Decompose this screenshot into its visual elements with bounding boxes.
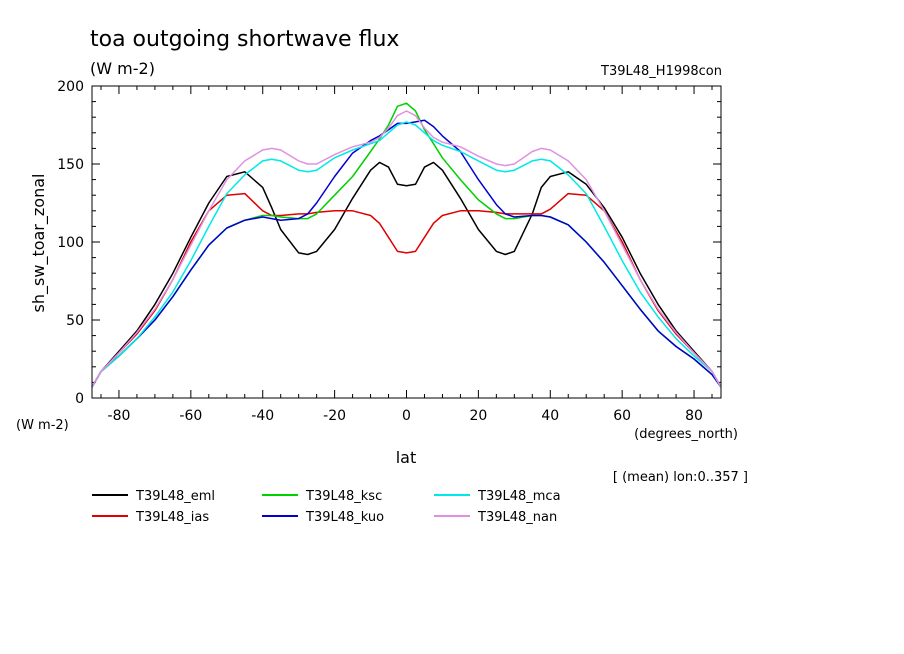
series-line-T39L48_mca <box>91 121 722 388</box>
x-tick-label: 40 <box>541 408 559 424</box>
series-line-T39L48_ias <box>91 192 722 388</box>
x-tick-label: 80 <box>685 408 703 424</box>
x-tick-label: -20 <box>323 408 346 424</box>
legend-label-T39L48_mca: T39L48_mca <box>477 489 561 504</box>
x-tick-label: 0 <box>402 408 411 424</box>
y-axis-label: sh_sw_toar_zonal <box>29 174 49 313</box>
mean-note: [ (mean) lon:0..357 ] <box>613 470 748 485</box>
x-axis-units: (degrees_north) <box>634 427 738 442</box>
series-line-T39L48_eml <box>91 161 722 388</box>
legend-label-T39L48_eml: T39L48_eml <box>135 489 215 504</box>
y-axis-units: (W m-2) <box>16 418 69 433</box>
y-tick-label: 50 <box>66 313 84 329</box>
legend-label-T39L48_ksc: T39L48_ksc <box>305 489 382 504</box>
run-label: T39L48_H1998con <box>600 64 722 79</box>
y-tick-label: 200 <box>57 79 84 95</box>
legend-label-T39L48_ias: T39L48_ias <box>135 510 209 525</box>
x-tick-label: -40 <box>251 408 274 424</box>
y-tick-label: 150 <box>57 157 84 173</box>
chart-units: (W m-2) <box>90 59 155 78</box>
x-tick-label: -80 <box>108 408 131 424</box>
x-tick-label: -60 <box>179 408 202 424</box>
plot-frame <box>91 85 722 399</box>
series-line-T39L48_nan <box>91 110 722 388</box>
legend-label-T39L48_kuo: T39L48_kuo <box>305 510 384 525</box>
chart-title: toa outgoing shortwave flux <box>90 27 399 52</box>
y-tick-label: 100 <box>57 235 84 251</box>
legend-label-T39L48_nan: T39L48_nan <box>477 510 557 525</box>
y-tick-label: 0 <box>75 391 84 407</box>
x-tick-label: 60 <box>613 408 631 424</box>
x-axis-label: lat <box>396 448 417 467</box>
series-line-T39L48_kuo <box>91 119 722 388</box>
x-tick-label: 20 <box>469 408 487 424</box>
